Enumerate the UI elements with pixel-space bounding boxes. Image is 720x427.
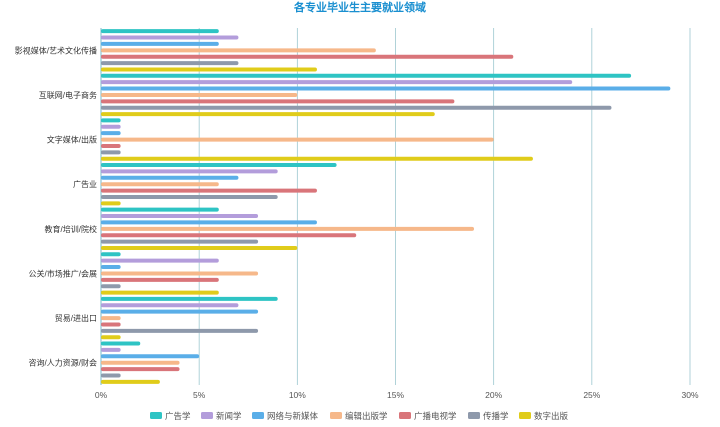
bar[interactable]: [101, 258, 219, 263]
bar[interactable]: [101, 112, 435, 117]
bar[interactable]: [101, 169, 278, 174]
bar[interactable]: [101, 143, 121, 148]
bar[interactable]: [101, 131, 121, 136]
legend-item[interactable]: 新闻学: [201, 411, 242, 421]
bars-layer: [101, 29, 671, 384]
bar[interactable]: [101, 328, 259, 333]
bar[interactable]: [101, 354, 200, 359]
category-label: 咨询/人力资源/财会: [29, 358, 97, 368]
tick-label: 30%: [681, 390, 698, 400]
tick-label: 25%: [583, 390, 600, 400]
legend-item[interactable]: 编辑出版学: [330, 411, 388, 421]
legend-swatch: [201, 412, 213, 419]
legend-item[interactable]: 传播学: [468, 411, 509, 421]
bar[interactable]: [101, 373, 121, 378]
legend-swatch: [150, 412, 162, 419]
bar[interactable]: [101, 67, 317, 72]
bar[interactable]: [101, 277, 219, 282]
bar[interactable]: [101, 322, 121, 327]
bar[interactable]: [101, 118, 121, 123]
legend-item[interactable]: 广播电视学: [399, 411, 457, 421]
bar[interactable]: [101, 271, 259, 276]
tick-label: 5%: [193, 390, 206, 400]
bar[interactable]: [101, 48, 376, 53]
bar[interactable]: [101, 347, 121, 352]
bar[interactable]: [101, 246, 298, 251]
legend-label: 数字出版: [534, 411, 569, 421]
bar[interactable]: [101, 41, 219, 46]
legend-item[interactable]: 广告学: [150, 411, 191, 421]
category-label: 互联网/电子商务: [39, 90, 97, 100]
category-label: 文字媒体/出版: [47, 135, 97, 145]
legend-label: 编辑出版学: [345, 411, 388, 421]
bar[interactable]: [101, 162, 337, 167]
bar[interactable]: [101, 367, 180, 372]
tick-label: 20%: [485, 390, 502, 400]
bar[interactable]: [101, 284, 121, 289]
bar[interactable]: [101, 316, 121, 321]
category-label: 影视媒体/艺术文化传播: [15, 45, 97, 55]
bar[interactable]: [101, 175, 239, 180]
bar[interactable]: [101, 335, 121, 340]
bar[interactable]: [101, 296, 278, 301]
category-label: 广告业: [73, 179, 97, 189]
legend-label: 广播电视学: [414, 411, 457, 421]
legend-item[interactable]: 网络与新媒体: [252, 411, 319, 421]
bar[interactable]: [101, 105, 612, 110]
legend-swatch: [330, 412, 342, 419]
legend[interactable]: 广告学 新闻学 网络与新媒体 编辑出版学 广播电视学 传播学 数字出版: [150, 411, 569, 421]
bar[interactable]: [101, 341, 141, 346]
bar[interactable]: [101, 29, 219, 34]
legend-label: 网络与新媒体: [267, 411, 319, 421]
bar[interactable]: [101, 265, 121, 270]
bar[interactable]: [101, 156, 533, 161]
category-label: 教育/培训/院校: [45, 224, 97, 234]
bar[interactable]: [101, 188, 317, 193]
bar[interactable]: [101, 92, 298, 97]
bar[interactable]: [101, 290, 219, 295]
tick-label: 10%: [289, 390, 306, 400]
tick-label: 0%: [95, 390, 108, 400]
bar[interactable]: [101, 303, 239, 308]
bar[interactable]: [101, 233, 357, 238]
bar[interactable]: [101, 226, 475, 231]
bar[interactable]: [101, 124, 121, 129]
bar[interactable]: [101, 201, 121, 206]
bar[interactable]: [101, 239, 259, 244]
legend-label: 广告学: [165, 411, 191, 421]
legend-label: 传播学: [483, 411, 509, 421]
bar[interactable]: [101, 194, 278, 199]
bar[interactable]: [101, 214, 259, 219]
bar[interactable]: [101, 360, 180, 365]
bar[interactable]: [101, 182, 219, 187]
bar[interactable]: [101, 379, 160, 384]
legend-item[interactable]: 数字出版: [519, 411, 569, 421]
bar[interactable]: [101, 150, 121, 155]
bar[interactable]: [101, 86, 671, 91]
bar[interactable]: [101, 220, 317, 225]
chart-title: 各专业毕业生主要就业领域: [293, 0, 426, 14]
legend-swatch: [468, 412, 480, 419]
legend-label: 新闻学: [216, 411, 242, 421]
legend-swatch: [519, 412, 531, 419]
category-label: 公关/市场推广/会展: [29, 268, 97, 278]
bar[interactable]: [101, 252, 121, 257]
legend-swatch: [252, 412, 264, 419]
category-label: 贸易/进出口: [55, 313, 97, 323]
legend-swatch: [399, 412, 411, 419]
bar[interactable]: [101, 54, 514, 59]
bar[interactable]: [101, 99, 455, 104]
bar[interactable]: [101, 207, 219, 212]
bar[interactable]: [101, 73, 632, 78]
bar[interactable]: [101, 137, 494, 142]
axis-layer: 影视媒体/艺术文化传播互联网/电子商务文字媒体/出版广告业教育/培训/院校公关/…: [15, 45, 699, 400]
tick-label: 15%: [387, 390, 404, 400]
bar[interactable]: [101, 35, 239, 40]
bar[interactable]: [101, 80, 573, 85]
bar[interactable]: [101, 61, 239, 66]
bar[interactable]: [101, 309, 259, 314]
